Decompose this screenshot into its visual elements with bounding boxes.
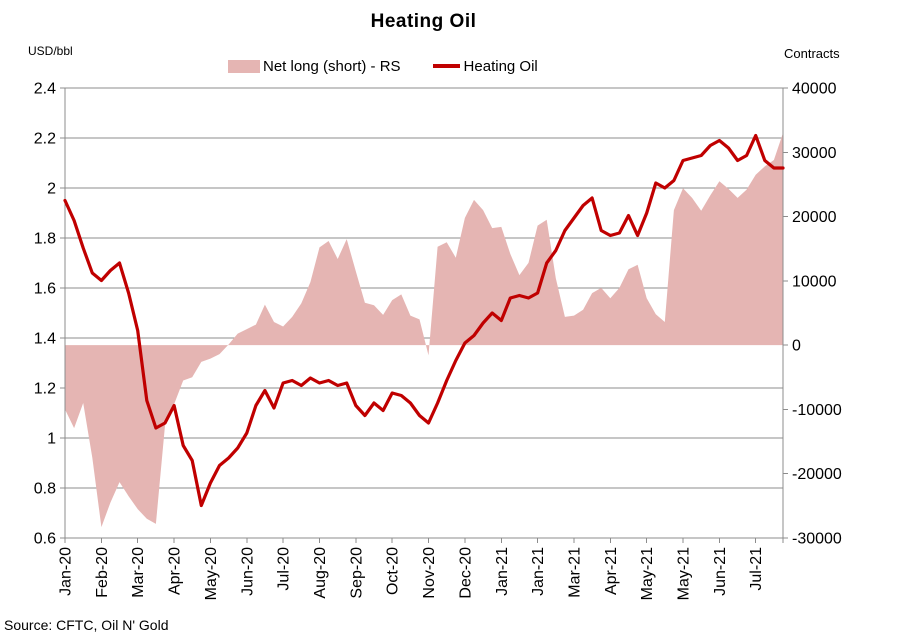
x-axis-tick-label: Jan-21 xyxy=(530,547,547,596)
right-axis-tick-label: 40000 xyxy=(792,81,837,98)
legend-line-label: Heating Oil xyxy=(463,57,538,75)
x-axis-tick-label: Nov-20 xyxy=(421,547,438,599)
left-axis-unit-label: USD/bbl xyxy=(28,44,73,58)
x-axis-tick-label: Dec-20 xyxy=(457,547,474,599)
x-axis-tick-label: Jan-20 xyxy=(58,547,75,596)
left-axis-tick-label: 0.8 xyxy=(34,481,56,498)
x-axis-tick-label: Apr-20 xyxy=(167,547,184,595)
right-axis-tick-label: -20000 xyxy=(792,466,842,483)
right-axis-tick-label: 30000 xyxy=(792,145,837,162)
x-axis-tick-label: May-20 xyxy=(203,547,220,600)
x-axis-tick-label: Feb-20 xyxy=(94,547,111,598)
left-axis-tick-label: 1.2 xyxy=(34,381,56,398)
x-axis-tick-label: May-21 xyxy=(676,547,693,600)
legend-area-swatch-icon xyxy=(228,59,260,73)
x-axis-tick-label: May-21 xyxy=(639,547,656,600)
right-axis-tick-label: -30000 xyxy=(792,531,842,548)
x-axis-tick-label: Jul-20 xyxy=(276,547,293,591)
right-axis-unit-label: Contracts xyxy=(784,46,840,61)
legend-line-swatch-icon xyxy=(432,64,460,68)
left-axis-tick-label: 0.6 xyxy=(34,531,56,548)
left-axis-tick-label: 2.4 xyxy=(34,81,56,98)
x-axis-tick-label: Jan-21 xyxy=(494,547,511,596)
left-axis-tick-label: 1.4 xyxy=(34,331,56,348)
left-axis-tick-label: 1 xyxy=(47,431,56,448)
legend-area-label: Net long (short) - RS xyxy=(263,57,401,75)
x-axis-tick-label: Jul-21 xyxy=(748,547,765,591)
legend: Net long (short) - RS Heating Oil xyxy=(228,54,538,78)
left-axis-tick-label: 2.2 xyxy=(34,131,56,148)
x-axis-tick-label: Aug-20 xyxy=(312,547,329,599)
right-axis-tick-label: 0 xyxy=(792,338,801,355)
right-axis-tick-label: -10000 xyxy=(792,402,842,419)
source-note: Source: CFTC, Oil N' Gold xyxy=(4,617,169,633)
x-axis-tick-label: Apr-21 xyxy=(603,547,620,595)
left-axis-tick-label: 1.8 xyxy=(34,231,56,248)
left-axis-tick-label: 2 xyxy=(47,181,56,198)
x-axis-tick-label: Jun-21 xyxy=(712,547,729,596)
x-axis-tick-label: Sep-20 xyxy=(348,547,365,599)
x-axis-tick-label: Mar-21 xyxy=(566,547,583,598)
left-axis-tick-label: 1.6 xyxy=(34,281,56,298)
x-axis-tick-label: Mar-20 xyxy=(130,547,147,598)
x-axis-tick-label: Jun-20 xyxy=(239,547,256,596)
right-axis-tick-label: 20000 xyxy=(792,209,837,226)
x-axis-tick-label: Oct-20 xyxy=(385,547,402,595)
chart-title: Heating Oil xyxy=(370,11,477,32)
right-axis-tick-label: 10000 xyxy=(792,273,837,290)
